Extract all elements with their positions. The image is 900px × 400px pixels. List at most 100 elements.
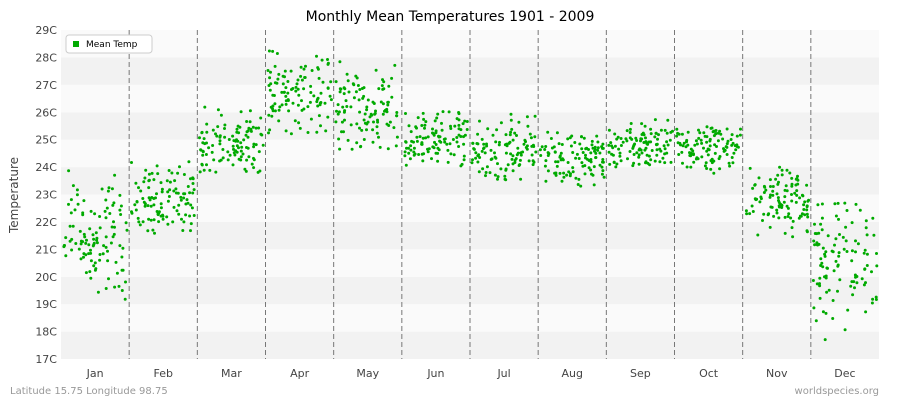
data-point [98, 215, 102, 218]
data-point [370, 113, 374, 117]
data-point [600, 145, 604, 149]
data-point [728, 164, 732, 168]
data-point [177, 203, 181, 207]
data-point [214, 170, 218, 174]
data-point [375, 125, 379, 129]
x-tick-label: Dec [834, 367, 855, 380]
data-point [138, 223, 142, 227]
data-point [434, 151, 438, 155]
data-point [457, 112, 461, 116]
data-point [232, 147, 235, 151]
data-point [198, 170, 202, 174]
data-point [174, 187, 178, 191]
data-point [824, 250, 828, 254]
x-tick-label: Nov [766, 367, 788, 380]
data-point [88, 227, 92, 231]
data-point [805, 208, 809, 212]
data-point [628, 127, 632, 131]
data-point [246, 146, 250, 150]
data-point [267, 113, 271, 117]
data-point [649, 158, 653, 162]
data-point [376, 118, 379, 122]
data-point [337, 110, 341, 114]
data-point [203, 105, 207, 109]
data-point [529, 136, 533, 140]
data-point [820, 202, 824, 206]
data-point [794, 177, 798, 181]
data-point [471, 158, 474, 162]
data-point [146, 204, 150, 208]
data-point [607, 150, 611, 154]
data-point [326, 61, 330, 65]
data-point [319, 91, 323, 95]
data-point [774, 177, 778, 181]
data-point [710, 157, 714, 161]
data-point [355, 76, 359, 80]
data-point [640, 151, 644, 155]
data-point [338, 90, 342, 94]
data-point [300, 108, 304, 112]
data-point [568, 174, 572, 178]
data-point [118, 193, 122, 197]
data-point [713, 151, 717, 155]
data-point [114, 260, 118, 264]
data-point [179, 195, 183, 199]
data-point [546, 151, 550, 155]
data-point [803, 213, 807, 217]
data-point [358, 126, 361, 130]
data-point [246, 135, 250, 139]
data-point [818, 284, 822, 288]
data-point [819, 264, 823, 267]
data-point [231, 163, 235, 167]
y-tick-label: 18C [35, 326, 57, 339]
data-point [315, 54, 318, 58]
data-point [658, 160, 662, 164]
data-point [836, 264, 840, 268]
data-point [392, 126, 396, 130]
data-point [472, 147, 476, 151]
data-point [540, 145, 544, 149]
data-point [355, 141, 359, 145]
data-point [592, 165, 596, 169]
data-point [496, 162, 499, 166]
data-point [838, 233, 841, 236]
data-point [177, 212, 181, 216]
data-point [239, 149, 243, 153]
data-point [688, 151, 691, 155]
data-point [567, 170, 571, 174]
data-point [533, 135, 537, 139]
y-tick-label: 24C [35, 161, 57, 174]
data-point [549, 137, 553, 140]
data-point [814, 319, 818, 323]
data-point [85, 238, 88, 242]
data-point [762, 212, 766, 216]
data-point [92, 264, 96, 268]
data-point [610, 152, 614, 156]
data-point [185, 198, 189, 202]
data-point [778, 165, 782, 169]
data-point [751, 210, 755, 213]
data-point [511, 138, 515, 142]
data-point [544, 179, 548, 183]
data-point [837, 251, 841, 255]
data-point [245, 120, 249, 123]
data-point [284, 102, 288, 106]
data-point [111, 235, 115, 239]
data-point [785, 204, 789, 208]
data-point [762, 191, 766, 194]
data-point [357, 98, 361, 102]
data-point [585, 157, 589, 161]
data-point [355, 122, 359, 126]
data-point [661, 156, 665, 160]
legend-box [65, 34, 153, 54]
data-point [833, 243, 836, 247]
data-point [371, 140, 375, 144]
data-point [218, 142, 222, 146]
x-tick-label: Mar [221, 367, 242, 380]
data-point [329, 98, 333, 102]
data-point [681, 144, 685, 148]
data-point [602, 175, 606, 179]
data-point [714, 132, 718, 135]
data-point [845, 209, 849, 212]
data-point [102, 244, 106, 248]
